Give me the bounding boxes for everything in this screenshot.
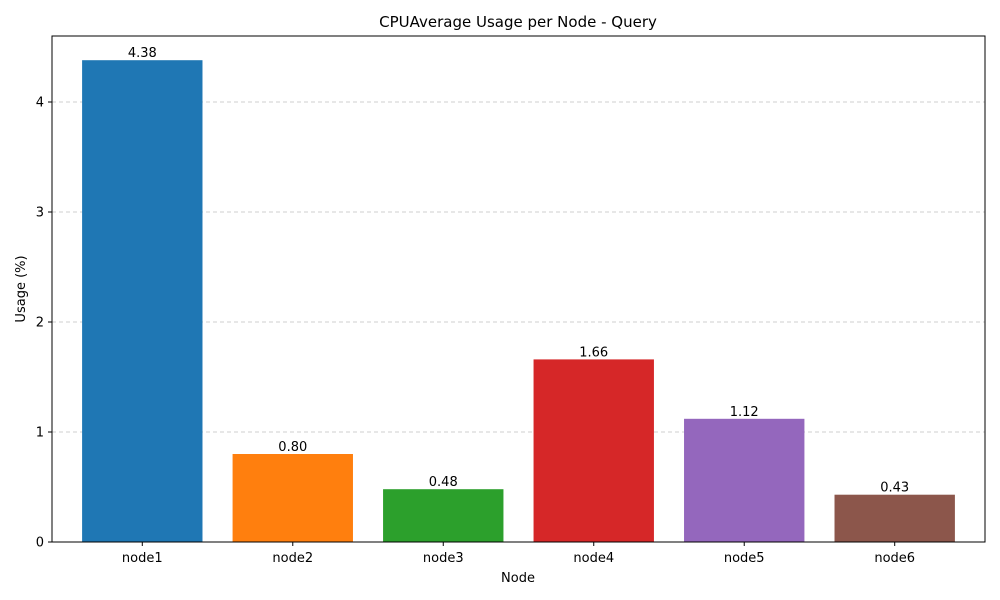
y-tick-label: 3 (36, 206, 44, 221)
bar-node3 (383, 489, 504, 542)
grid-lines (52, 101, 985, 433)
chart-title: CPUAverage Usage per Node - Query (379, 13, 657, 31)
bar-node1 (82, 60, 203, 542)
data-label-node1: 4.38 (128, 46, 157, 61)
y-axis-ticks: 0 1 2 3 4 (36, 96, 52, 551)
x-axis-label: Node (501, 571, 535, 586)
y-tick-label: 2 (36, 316, 44, 331)
x-tick-label-node4: node4 (573, 551, 614, 566)
data-label-node5: 1.12 (730, 405, 759, 420)
data-label-node3: 0.48 (429, 475, 458, 490)
x-tick-label-node6: node6 (874, 551, 915, 566)
bars (82, 60, 955, 542)
plot-frame (51, 35, 986, 543)
x-tick-label-node3: node3 (423, 551, 464, 566)
data-label-node6: 0.43 (880, 481, 909, 496)
x-tick-label-node1: node1 (122, 551, 163, 566)
data-label-node2: 0.80 (278, 440, 307, 455)
x-axis-ticks: node1 node2 node3 node4 node5 node6 (122, 542, 915, 566)
y-tick-label: 1 (36, 426, 44, 441)
bar-node6 (834, 494, 955, 542)
bar-node2 (232, 454, 353, 542)
y-tick-label: 4 (36, 96, 44, 111)
y-axis-label: Usage (%) (14, 255, 29, 322)
x-tick-label-node2: node2 (272, 551, 313, 566)
bar-node5 (684, 418, 805, 542)
data-label-node4: 1.66 (579, 345, 608, 360)
data-labels: 4.38 0.80 0.48 1.66 1.12 0.43 (128, 46, 909, 496)
y-tick-label: 0 (36, 536, 44, 551)
bar-node4 (533, 359, 654, 542)
x-tick-label-node5: node5 (724, 551, 765, 566)
